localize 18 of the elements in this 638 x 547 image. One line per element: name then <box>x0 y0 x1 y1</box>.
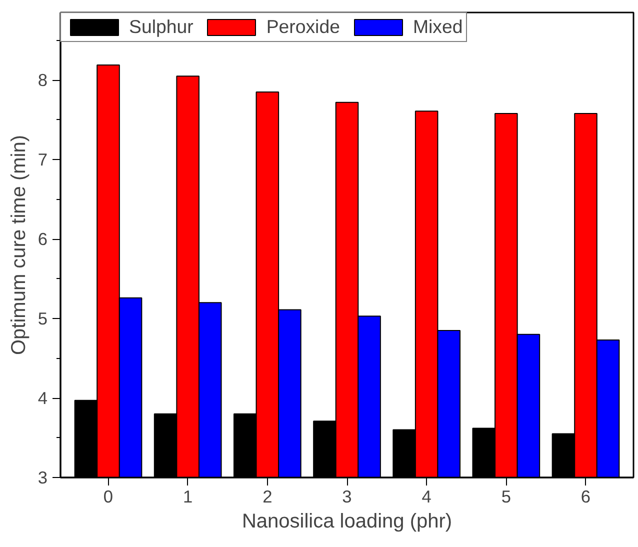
x-axis-title: Nanosilica loading (phr) <box>242 510 452 532</box>
x-tick-label: 3 <box>342 486 352 506</box>
legend-label: Sulphur <box>129 16 194 38</box>
y-tick-label: 4 <box>38 388 48 408</box>
y-tick-label: 6 <box>38 229 48 250</box>
x-tick-label: 1 <box>183 486 193 506</box>
x-tick-label: 0 <box>103 486 114 506</box>
x-tick-label: 6 <box>580 486 591 506</box>
y-axis-title: Optimum cure time (min) <box>8 134 30 356</box>
x-tick-label: 2 <box>262 486 272 506</box>
legend-label: Mixed <box>412 16 463 38</box>
y-tick-label: 7 <box>38 150 48 170</box>
y-tick-label: 8 <box>38 70 48 90</box>
y-tick-label: 5 <box>38 308 48 329</box>
x-tick-label: 4 <box>422 486 432 506</box>
y-tick-label: 3 <box>38 468 48 488</box>
x-tick-label: 5 <box>501 486 511 506</box>
legend-label: Peroxide <box>266 16 340 38</box>
